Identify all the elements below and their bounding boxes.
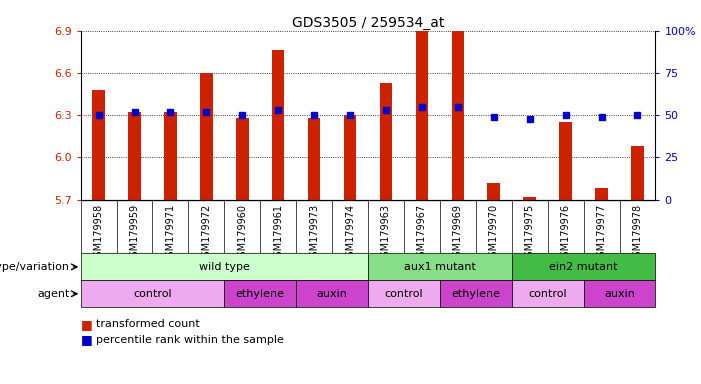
Bar — [416, 31, 428, 200]
Text: ■: ■ — [81, 333, 93, 346]
Text: GSM179975: GSM179975 — [524, 204, 535, 263]
Text: GSM179960: GSM179960 — [237, 204, 247, 263]
Text: GSM179969: GSM179969 — [453, 204, 463, 263]
Bar — [487, 183, 500, 200]
Title: GDS3505 / 259534_at: GDS3505 / 259534_at — [292, 16, 444, 30]
Bar — [164, 113, 177, 200]
Text: genotype/variation: genotype/variation — [0, 262, 70, 272]
Bar — [128, 113, 141, 200]
Text: wild type: wild type — [199, 262, 250, 272]
Text: control: control — [529, 289, 567, 299]
Text: percentile rank within the sample: percentile rank within the sample — [96, 335, 284, 345]
Text: GSM179977: GSM179977 — [597, 204, 606, 263]
Text: GSM179978: GSM179978 — [632, 204, 643, 263]
Bar — [81, 253, 368, 280]
Bar — [583, 280, 655, 307]
Bar — [224, 280, 297, 307]
Bar — [631, 146, 644, 200]
Bar — [368, 280, 440, 307]
Text: GSM179963: GSM179963 — [381, 204, 391, 263]
Bar — [272, 50, 285, 200]
Text: GSM179961: GSM179961 — [273, 204, 283, 263]
Bar — [451, 31, 464, 200]
Text: GSM179959: GSM179959 — [130, 204, 139, 263]
Bar — [559, 122, 572, 200]
Bar — [380, 83, 393, 200]
Text: aux1 mutant: aux1 mutant — [404, 262, 476, 272]
Text: ein2 mutant: ein2 mutant — [550, 262, 618, 272]
Text: transformed count: transformed count — [96, 319, 200, 329]
Bar — [512, 253, 655, 280]
Text: auxin: auxin — [317, 289, 348, 299]
Text: control: control — [385, 289, 423, 299]
Text: GSM179973: GSM179973 — [309, 204, 319, 263]
Bar — [200, 73, 212, 200]
Bar — [440, 280, 512, 307]
Bar — [308, 118, 320, 200]
Text: auxin: auxin — [604, 289, 635, 299]
Text: ■: ■ — [81, 318, 93, 331]
Text: GSM179974: GSM179974 — [345, 204, 355, 263]
Bar — [512, 280, 583, 307]
Text: GSM179976: GSM179976 — [561, 204, 571, 263]
Text: control: control — [133, 289, 172, 299]
Bar — [297, 280, 368, 307]
Text: ethylene: ethylene — [236, 289, 285, 299]
Bar — [236, 118, 249, 200]
Bar — [524, 197, 536, 200]
Text: GSM179972: GSM179972 — [201, 204, 212, 263]
Text: GSM179971: GSM179971 — [165, 204, 175, 263]
Bar — [368, 253, 512, 280]
Text: GSM179970: GSM179970 — [489, 204, 499, 263]
Text: GSM179967: GSM179967 — [417, 204, 427, 263]
Bar — [93, 90, 105, 200]
Text: ethylene: ethylene — [451, 289, 501, 299]
Bar — [343, 115, 356, 200]
Bar — [81, 280, 224, 307]
Text: agent: agent — [37, 289, 70, 299]
Bar — [595, 189, 608, 200]
Text: GSM179958: GSM179958 — [93, 204, 104, 263]
